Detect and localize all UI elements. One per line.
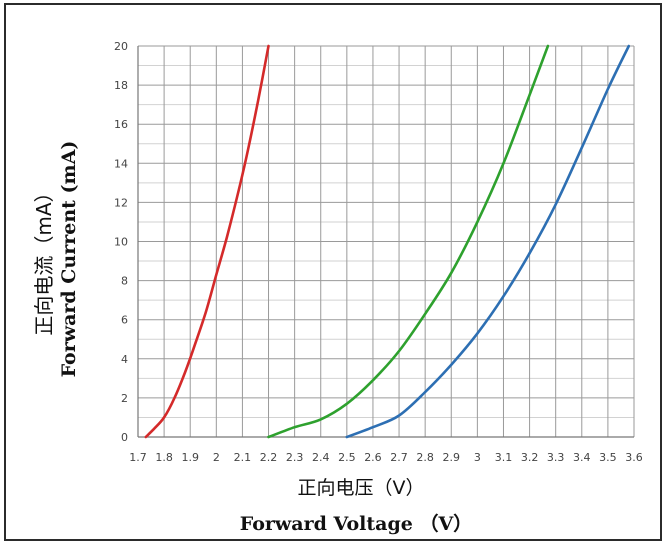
y-tick-label: 4 bbox=[121, 353, 128, 366]
y-tick-label: 2 bbox=[121, 392, 128, 405]
series-line-1 bbox=[144, 44, 270, 439]
y-tick-label: 16 bbox=[114, 118, 128, 131]
y-axis-label-en: Forward Current (mA) bbox=[58, 140, 80, 378]
x-tick-label: 2.3 bbox=[286, 451, 304, 464]
y-axis-label-cn: 正向电流（mA） bbox=[32, 182, 56, 336]
x-tick-label: 2.5 bbox=[338, 451, 356, 464]
x-tick-label: 2.9 bbox=[443, 451, 461, 464]
y-tick-label: 8 bbox=[121, 275, 128, 288]
x-tick-labels: 1.7 1.8 1.9 2 2.1 2.2 2.3 2.4 2.5 2.6 2.7 2.8 2.9 3 3.… bbox=[129, 451, 643, 464]
series-line-3 bbox=[345, 44, 631, 439]
x-tick-label: 1.8 bbox=[155, 451, 173, 464]
x-tick-label: 2.1 bbox=[234, 451, 252, 464]
y-tick-labels: 0 2 4 6 8 10 12 14 16 18 20 bbox=[114, 40, 128, 444]
x-tick-label: 3.1 bbox=[495, 451, 513, 464]
x-tick-label: 1.7 bbox=[129, 451, 147, 464]
x-tick-label: 3.5 bbox=[599, 451, 617, 464]
y-tick-label: 14 bbox=[114, 157, 128, 170]
x-tick-label: 3.4 bbox=[573, 451, 591, 464]
y-tick-label: 0 bbox=[121, 431, 128, 444]
y-tick-label: 6 bbox=[121, 314, 128, 327]
series-line-2 bbox=[267, 44, 550, 439]
series-lines bbox=[144, 44, 631, 439]
x-axis-label-cn: 正向电压（V） bbox=[297, 477, 425, 499]
y-tick-label: 18 bbox=[114, 79, 128, 92]
chart-frame: 0 2 4 6 8 10 12 14 16 18 20 1.7 1.8 1.9 2 2.1 2.2 2.3 2.4… bbox=[4, 3, 662, 541]
y-axis-label: 正向电流（mA） Forward Current (mA) bbox=[26, 69, 86, 449]
x-tick-label: 1.9 bbox=[181, 451, 199, 464]
x-tick-label: 2.8 bbox=[416, 451, 434, 464]
grid-lines bbox=[137, 45, 635, 438]
x-axis-label-en: Forward Voltage （V） bbox=[239, 513, 473, 535]
line-chart: 0 2 4 6 8 10 12 14 16 18 20 1.7 1.8 1.9 2 2.1 2.2 2.3 2.4… bbox=[114, 40, 643, 464]
x-tick-label: 2.6 bbox=[364, 451, 382, 464]
x-tick-label: 3.2 bbox=[521, 451, 539, 464]
y-tick-label: 12 bbox=[114, 196, 128, 209]
x-tick-label: 2 bbox=[213, 451, 220, 464]
x-tick-label: 2.2 bbox=[260, 451, 278, 464]
x-tick-label: 2.4 bbox=[312, 451, 330, 464]
y-tick-label: 20 bbox=[114, 40, 128, 53]
x-tick-label: 2.7 bbox=[390, 451, 408, 464]
y-tick-label: 10 bbox=[114, 236, 128, 249]
x-tick-label: 3.6 bbox=[625, 451, 643, 464]
x-tick-label: 3 bbox=[474, 451, 481, 464]
x-tick-label: 3.3 bbox=[547, 451, 565, 464]
